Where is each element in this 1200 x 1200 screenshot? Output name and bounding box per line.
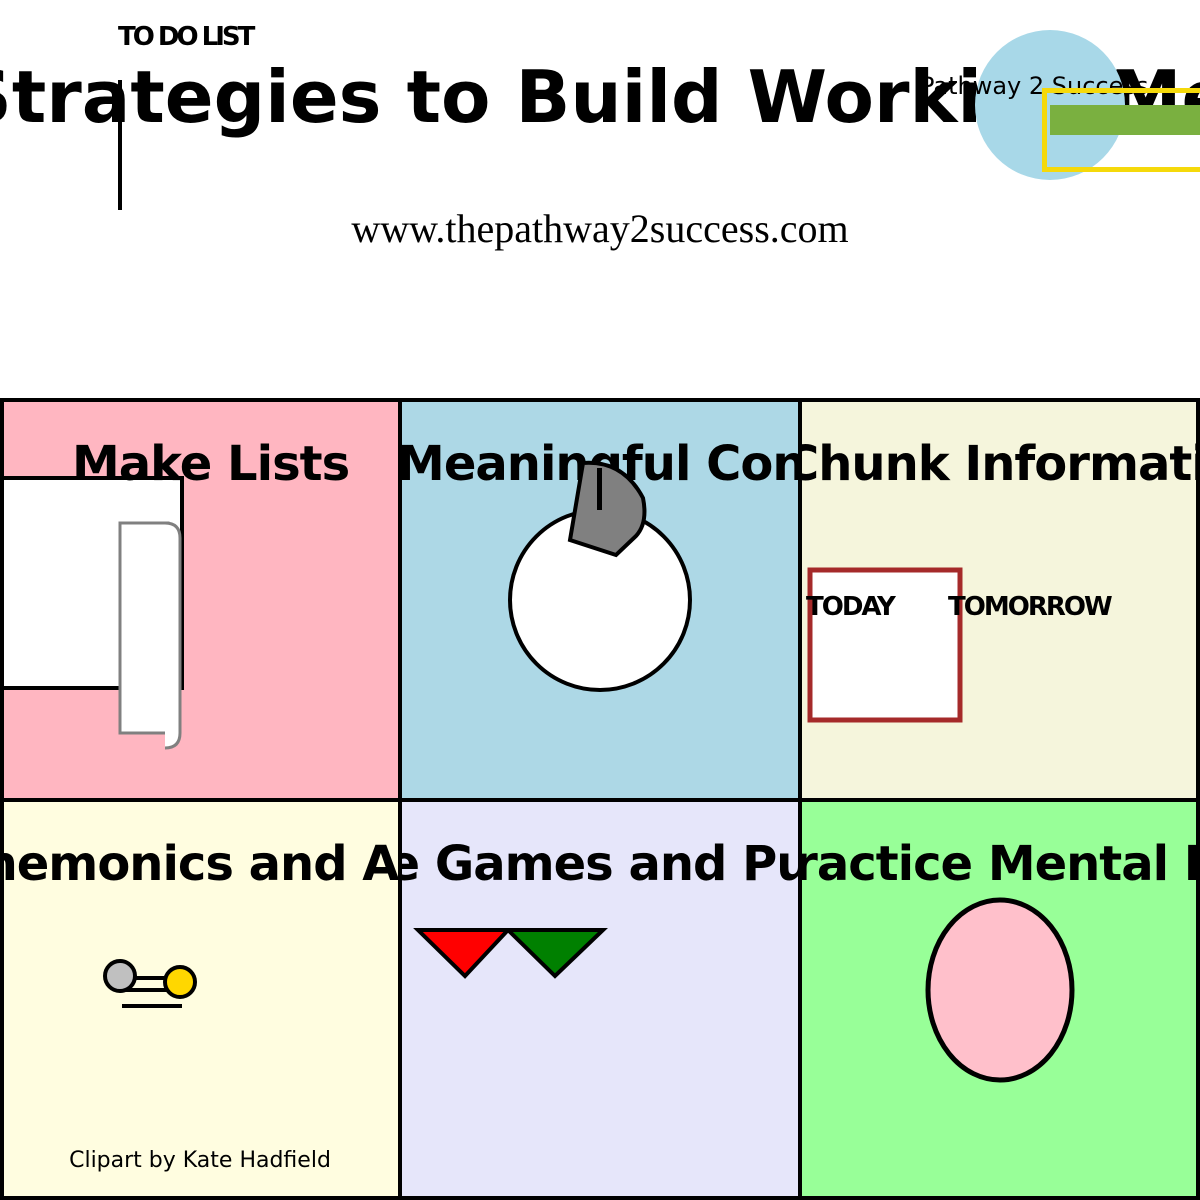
connections-clipart xyxy=(508,460,692,692)
calendar-icon xyxy=(807,567,963,723)
cell-chunk-information: Chunk Information TODAY TOMORROW xyxy=(798,398,1200,802)
tomorrow-label: TOMORROW xyxy=(948,592,1113,622)
clipart-credit: Clipart by Kate Hadfield xyxy=(69,1148,331,1173)
calendar-clipart xyxy=(807,567,963,723)
list-clipart xyxy=(4,476,184,750)
website-url: www.thepathway2success.com xyxy=(351,206,849,251)
cell-title-chunk-information: Chunk Information xyxy=(798,436,1196,492)
todo-list-label: TO DO LIST xyxy=(118,22,255,52)
cell-title-mnemonics: Use Mnemonics and Acronyms xyxy=(4,836,399,892)
cell-title-make-lists: Make Lists xyxy=(72,436,350,492)
logo-frame xyxy=(1042,88,1200,172)
divider-line xyxy=(118,80,122,210)
today-label: TODAY xyxy=(806,592,896,622)
cell-games-puzzles: Use Games and Puzzles xyxy=(398,798,802,1200)
mental-math-clipart xyxy=(925,897,1075,1083)
cell-title-mental-math: Practice Mental Math xyxy=(802,836,1196,892)
cell-mental-math: Practice Mental Math xyxy=(798,798,1200,1200)
paper-icon xyxy=(118,521,170,735)
wedge-icon xyxy=(567,460,647,558)
red-triangle-icon xyxy=(413,928,513,979)
pink-oval-icon xyxy=(925,897,1075,1083)
logo-text: Pathway 2 Success xyxy=(920,72,1149,100)
cell-meaningful-connections: Make Meaningful Connections xyxy=(398,398,802,802)
gold-dot-icon xyxy=(163,965,197,999)
cell-make-lists: Make Lists xyxy=(0,398,402,802)
mnemonics-clipart xyxy=(103,959,197,1008)
games-clipart xyxy=(413,928,608,979)
cell-title-games-puzzles: Use Games and Puzzles xyxy=(402,836,798,892)
green-triangle-icon xyxy=(503,928,608,979)
logo-bar xyxy=(1050,105,1200,135)
grey-dot-icon xyxy=(103,959,137,993)
cell-mnemonics: Use Mnemonics and Acronyms xyxy=(0,798,402,1200)
